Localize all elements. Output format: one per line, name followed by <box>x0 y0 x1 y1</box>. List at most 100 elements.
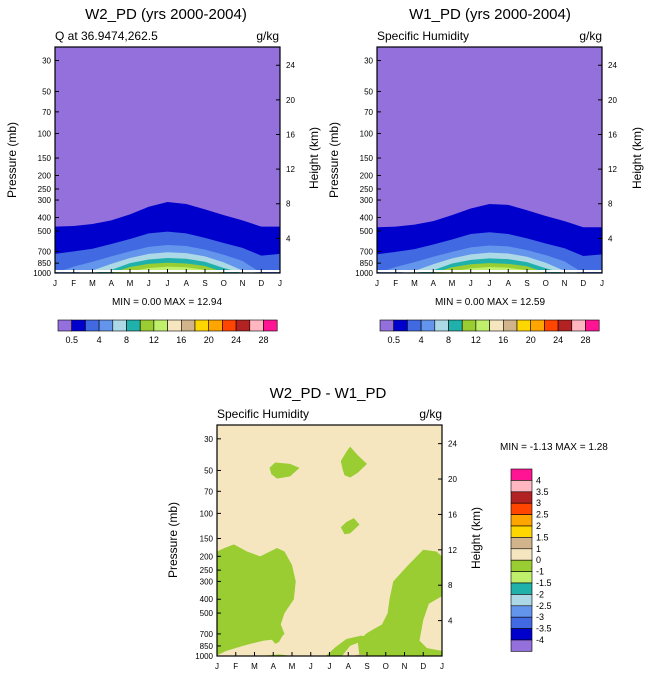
legend-swatch <box>263 319 278 332</box>
pressure-tick-label: 250 <box>38 185 52 194</box>
height-tick-label: 20 <box>286 96 295 105</box>
legend-swatch <box>510 605 533 618</box>
legend-swatch <box>510 628 533 641</box>
month-tick-label: M <box>289 662 296 671</box>
panel-units: g/kg <box>256 29 279 43</box>
height-tick-label: 20 <box>448 475 457 484</box>
pressure-tick-label: 300 <box>38 196 52 205</box>
height-tick-label: 16 <box>448 510 457 519</box>
pressure-tick-label: 50 <box>42 87 51 96</box>
panel-title: W2_PD - W1_PD <box>270 385 387 402</box>
legend-swatch <box>393 319 408 332</box>
legend-swatch <box>510 571 533 584</box>
month-tick-label: J <box>328 662 332 671</box>
month-tick-label: N <box>240 279 246 288</box>
pressure-tick-label: 100 <box>200 509 214 518</box>
month-tick-label: M <box>411 279 418 288</box>
month-tick-label: J <box>600 279 604 288</box>
pressure-tick-label: 400 <box>38 213 52 222</box>
month-tick-label: N <box>562 279 568 288</box>
panel-units: g/kg <box>579 29 602 43</box>
legend-label: 24 <box>231 335 241 345</box>
legend-swatch <box>510 468 533 481</box>
color-legend: 0.5 4 8 12 16 20 24 28 <box>379 319 600 345</box>
difference-region-negative <box>340 518 360 535</box>
legend-label: 12 <box>149 335 159 345</box>
month-tick-label: A <box>506 279 512 288</box>
y-axis-label: Pressure (mb) <box>327 122 341 198</box>
legend-label: 1.5 <box>536 532 549 542</box>
height-tick-label: 24 <box>448 440 457 449</box>
pressure-tick-label: 300 <box>360 196 374 205</box>
height-tick-label: 24 <box>286 61 295 70</box>
height-axis: 4 8 12 16 20 24 <box>438 440 457 626</box>
legend-label: 8 <box>446 335 451 345</box>
legend-swatch <box>194 319 209 332</box>
pressure-tick-label: 500 <box>38 227 52 236</box>
plot-area <box>376 46 603 274</box>
legend-label: 3.5 <box>536 487 549 497</box>
pressure-tick-label: 250 <box>200 566 214 575</box>
min-max-readout: MIN = -1.13 MAX = 1.28 <box>500 442 608 453</box>
legend-label: 2 <box>536 521 541 531</box>
pressure-tick-label: 250 <box>360 185 374 194</box>
pressure-tick-label: 200 <box>360 171 374 180</box>
legend-swatch <box>510 480 533 493</box>
difference-region-negative <box>325 635 373 656</box>
legend-swatch <box>475 319 490 332</box>
month-tick-label: J <box>309 662 313 671</box>
legend-label: 0.5 <box>387 335 400 345</box>
legend-label: -3.5 <box>536 624 552 634</box>
legend-swatch <box>585 319 600 332</box>
legend-swatch <box>249 319 264 332</box>
legend-label: 4 <box>97 335 102 345</box>
legend-swatch <box>57 319 72 332</box>
height-tick-label: 16 <box>286 130 295 139</box>
pressure-tick-label: 150 <box>200 535 214 544</box>
pressure-tick-label: 700 <box>200 630 214 639</box>
month-tick-label: J <box>53 279 57 288</box>
legend-swatch <box>379 319 394 332</box>
min-max-readout: MIN = 0.00 MAX = 12.94 <box>112 297 222 308</box>
color-legend: 0.5 4 8 12 16 20 24 28 <box>57 319 278 345</box>
legend-swatch <box>510 559 533 572</box>
legend-swatch <box>489 319 504 332</box>
legend-swatch <box>544 319 559 332</box>
y-axis-right-label: Height (km) <box>469 507 483 569</box>
pressure-tick-label: 100 <box>360 129 374 138</box>
y-axis-right-label: Height (km) <box>630 127 644 189</box>
month-tick-label: J <box>278 279 282 288</box>
difference-region-negative <box>357 549 442 656</box>
pressure-tick-label: 70 <box>42 108 51 117</box>
pressure-tick-label: 400 <box>360 213 374 222</box>
month-tick-label: M <box>449 279 456 288</box>
legend-label: 28 <box>258 335 268 345</box>
month-tick-label: A <box>184 279 190 288</box>
pressure-tick-label: 700 <box>360 247 374 256</box>
legend-label: 4 <box>536 475 541 485</box>
legend-swatch <box>510 502 533 515</box>
pressure-tick-label: 850 <box>200 642 214 651</box>
y-axis-right-label: Height (km) <box>307 127 321 189</box>
month-tick-label: J <box>469 279 473 288</box>
panel-w2-pd: W2_PD (yrs 2000-2004) Q at 36.9474,262.5… <box>5 6 321 345</box>
month-tick-label: J <box>147 279 151 288</box>
legend-swatch <box>510 514 533 527</box>
legend-swatch <box>235 319 251 332</box>
legend-swatch <box>557 319 573 332</box>
month-tick-label: A <box>271 662 277 671</box>
legend-label: 8 <box>124 335 129 345</box>
month-tick-label: A <box>109 279 115 288</box>
month-tick-label: S <box>524 279 529 288</box>
month-tick-label: J <box>440 662 444 671</box>
min-max-readout: MIN = 0.00 MAX = 12.59 <box>435 297 545 308</box>
panel-difference: W2_PD - W1_PD Specific Humidity g/kg 305… <box>166 385 608 671</box>
height-tick-label: 4 <box>448 617 453 626</box>
legend-label: -4 <box>536 635 544 645</box>
legend-swatch <box>510 639 533 652</box>
